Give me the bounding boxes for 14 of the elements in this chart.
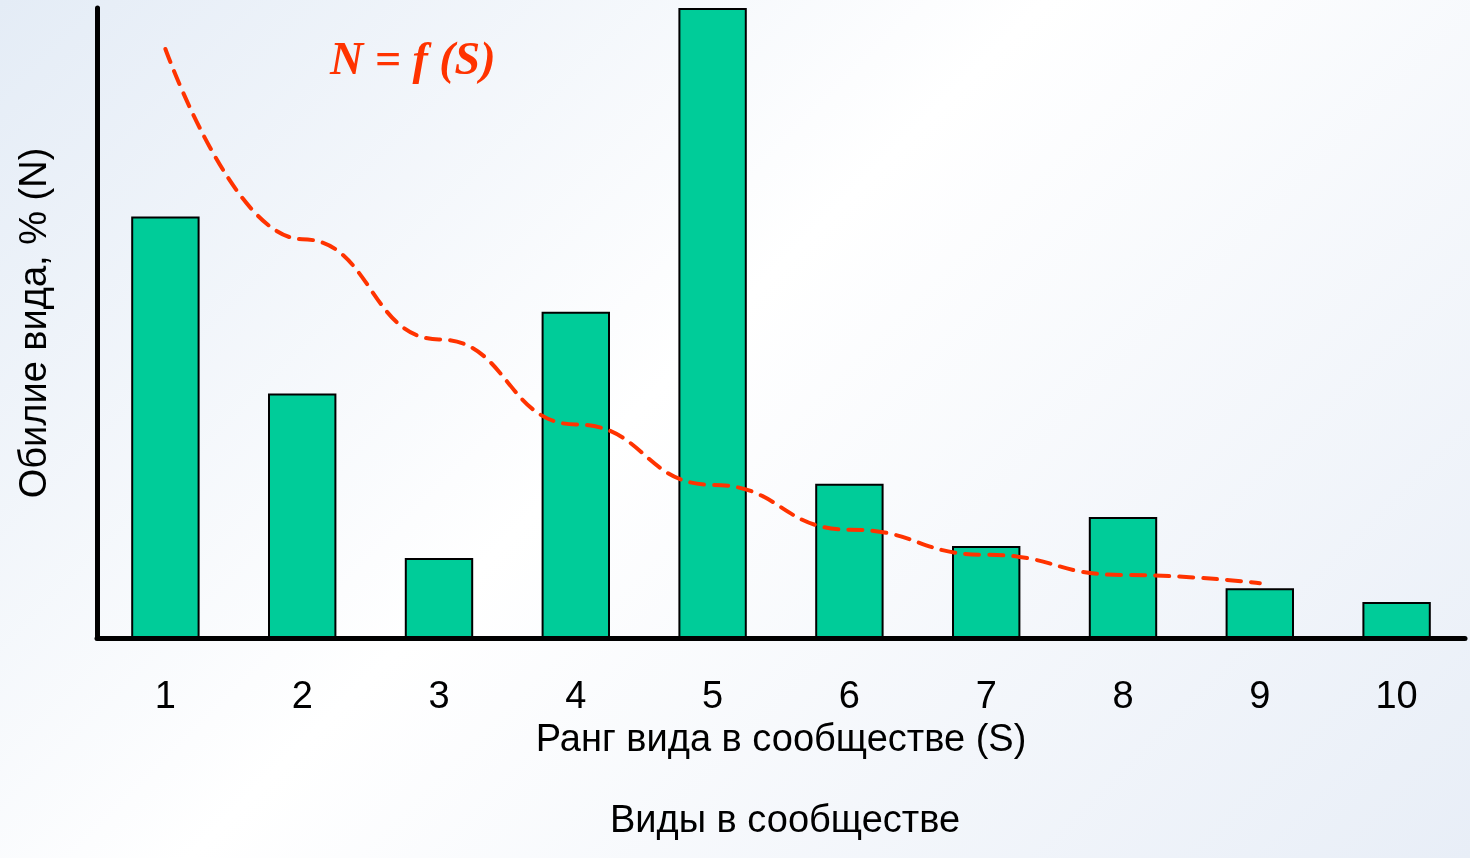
x-tick-label: 10 [1375, 674, 1418, 716]
x-tick-label: 8 [1112, 674, 1134, 716]
x-tick-label: 9 [1249, 674, 1271, 716]
x-tick-label: 4 [565, 674, 587, 716]
annotation: N = f (S) [329, 32, 496, 84]
x-axis-title: Ранг вида в сообществе (S) [535, 716, 1027, 759]
x-tick-label: 2 [291, 674, 313, 716]
y-axis-title: Обилие вида, % (N) [12, 147, 54, 499]
x-tick-label: 5 [702, 674, 724, 716]
x-tick-label: 7 [975, 674, 997, 716]
text: Виды в сообществе [610, 798, 961, 840]
x-tick-label: 3 [428, 674, 450, 716]
x-tick-label: 1 [154, 674, 176, 716]
x-tick-label: 6 [838, 674, 860, 716]
